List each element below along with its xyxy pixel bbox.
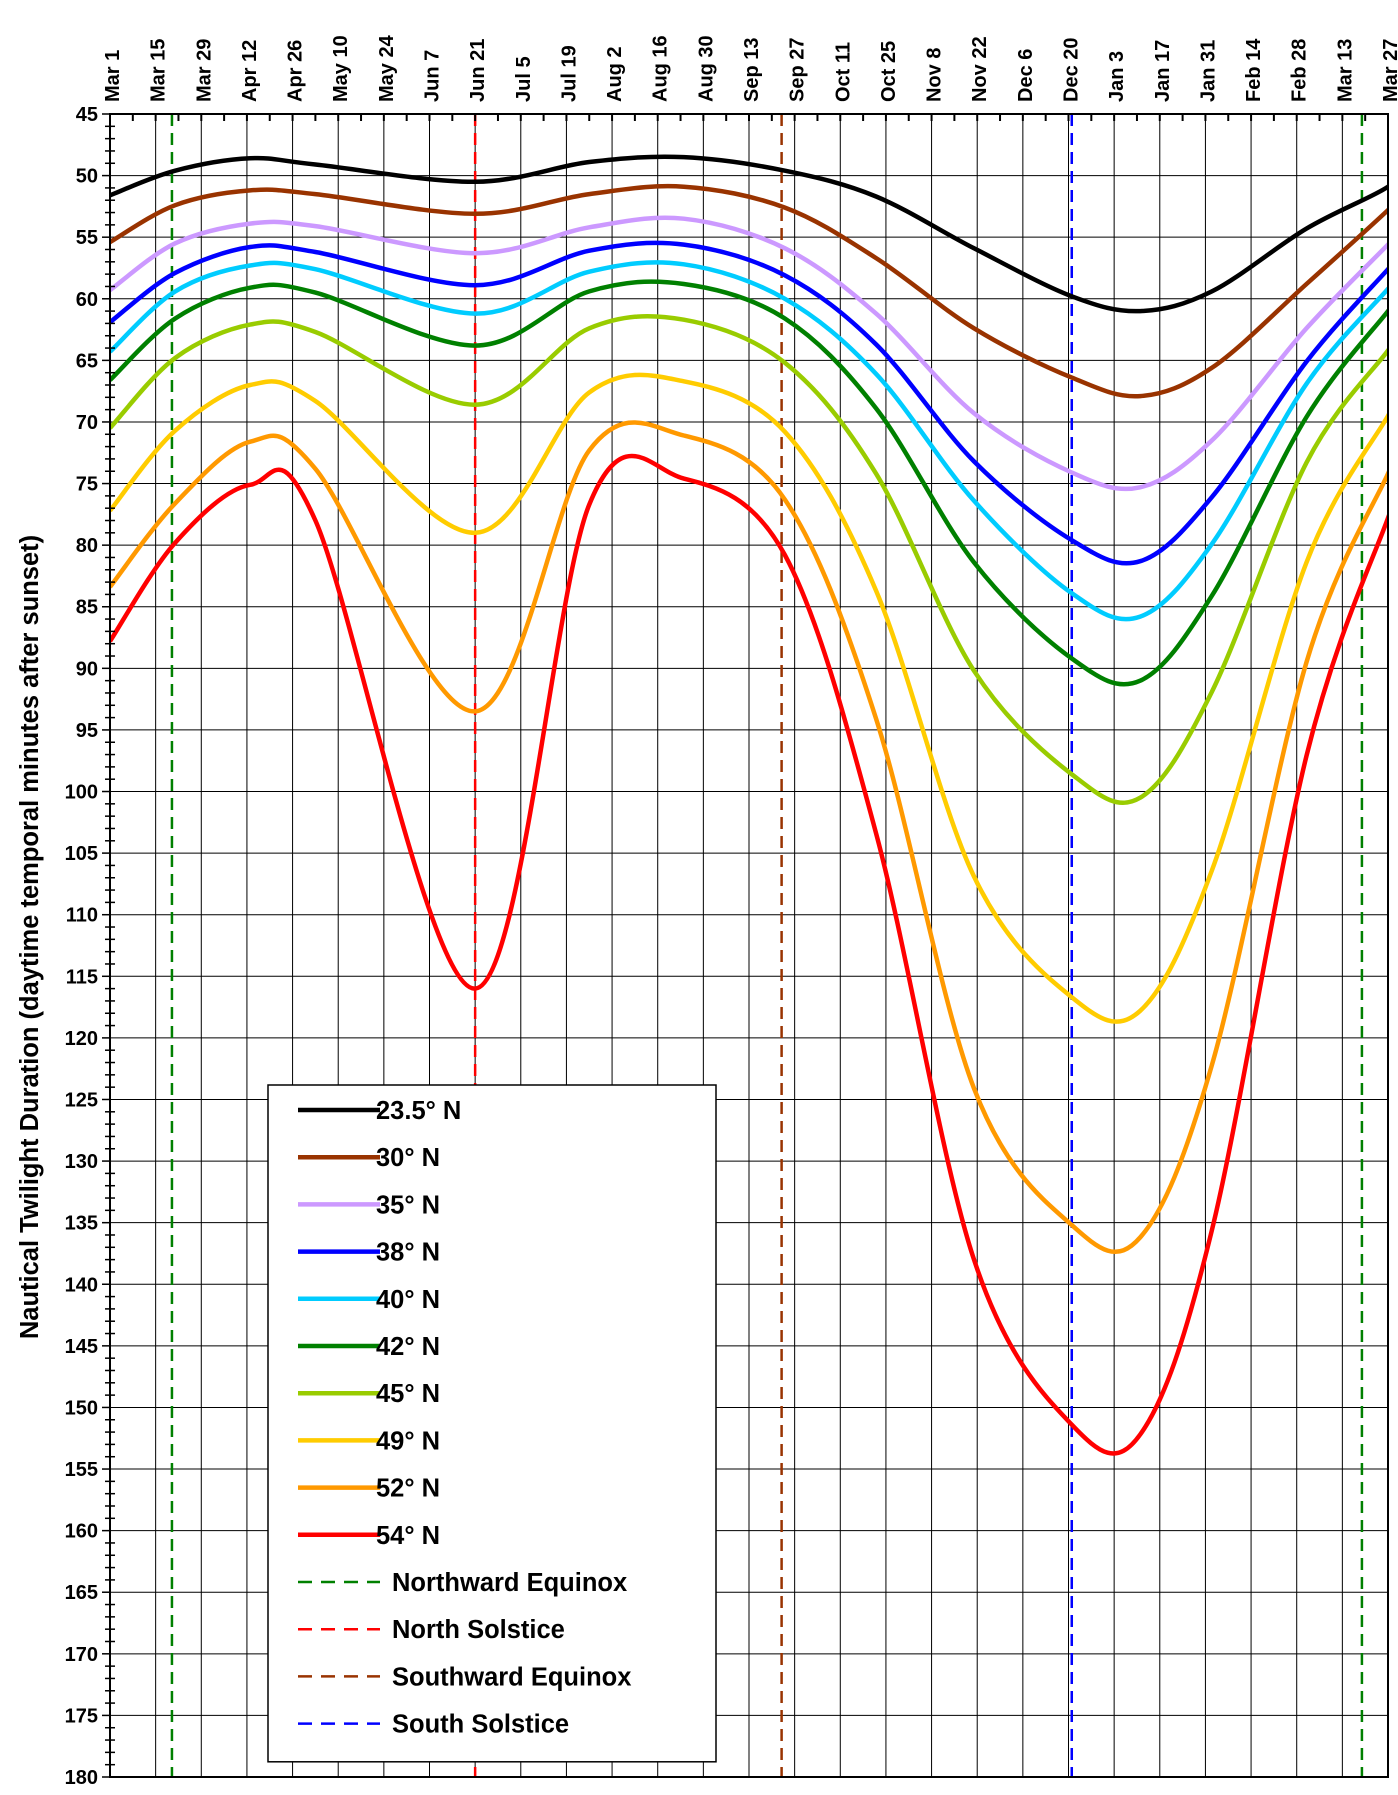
series-line bbox=[110, 183, 1388, 399]
y-tick-label: 95 bbox=[76, 720, 98, 742]
y-tick-label: 100 bbox=[65, 782, 98, 804]
x-tick-label: Mar 15 bbox=[148, 39, 170, 102]
x-tick-label: Mar 13 bbox=[1334, 39, 1356, 102]
series-line bbox=[110, 313, 1388, 805]
x-tick-label: Mar 29 bbox=[193, 39, 215, 102]
y-tick-label: 70 bbox=[76, 412, 98, 434]
x-tick-label: Feb 14 bbox=[1243, 38, 1265, 102]
y-tick-label: 45 bbox=[76, 104, 98, 126]
legend-label: 45° N bbox=[376, 1380, 440, 1408]
x-tick-label: Aug 30 bbox=[695, 35, 717, 102]
x-tick-label: Mar 27 bbox=[1380, 39, 1398, 102]
x-tick-label: May 10 bbox=[330, 35, 352, 102]
series-line bbox=[110, 260, 1388, 622]
y-tick-label: 170 bbox=[65, 1644, 98, 1666]
legend-label: 35° N bbox=[376, 1191, 440, 1219]
x-tick-label: Nov 22 bbox=[969, 36, 991, 102]
x-tick-label: Jun 7 bbox=[422, 50, 444, 102]
x-tick-label: Dec 20 bbox=[1061, 38, 1083, 103]
x-tick-label: Jan 3 bbox=[1106, 51, 1128, 102]
legend-label: 42° N bbox=[376, 1333, 440, 1361]
legend-label: 49° N bbox=[376, 1427, 440, 1455]
x-tick-label: Sep 13 bbox=[741, 38, 763, 102]
legend-label: 38° N bbox=[376, 1239, 440, 1267]
x-tick-label: Jun 21 bbox=[467, 39, 489, 102]
y-tick-label: 90 bbox=[76, 658, 98, 680]
legend-label: North Solstice bbox=[392, 1616, 565, 1644]
x-tick-label: Apr 12 bbox=[239, 40, 261, 102]
plot-border bbox=[109, 113, 1389, 1778]
x-tick-label: Oct 11 bbox=[832, 42, 854, 102]
x-tick-label: Sep 27 bbox=[787, 38, 809, 102]
reference-lines bbox=[170, 114, 1364, 1777]
x-tick-label: Nov 8 bbox=[924, 48, 946, 102]
y-axis-label: Nautical Twilight Duration (daytime temp… bbox=[16, 535, 44, 1339]
plot-frame bbox=[102, 113, 1389, 1778]
legend-label: Northward Equinox bbox=[392, 1569, 627, 1597]
y-tick-label: 115 bbox=[66, 966, 98, 988]
y-tick-label: 155 bbox=[65, 1459, 98, 1481]
x-tick-label: Jan 17 bbox=[1152, 40, 1174, 102]
series-line bbox=[110, 372, 1388, 1024]
series-lines bbox=[110, 154, 1388, 1456]
y-tick-label: 130 bbox=[65, 1151, 98, 1173]
series-line bbox=[110, 215, 1388, 492]
legend-label: 52° N bbox=[376, 1475, 440, 1503]
x-tick-label: May 24 bbox=[376, 34, 398, 102]
y-tick-label: 150 bbox=[65, 1397, 98, 1419]
legend-label: 23.5° N bbox=[376, 1097, 461, 1125]
y-tick-label: 50 bbox=[76, 166, 98, 188]
y-tick-label: 80 bbox=[76, 535, 98, 557]
legend-label: 30° N bbox=[376, 1144, 440, 1172]
x-tick-label: Jan 31 bbox=[1197, 40, 1219, 102]
y-tick-label: 60 bbox=[76, 289, 98, 311]
y-tick-labels: 45 50 55 60 65 70 75 80 85 90 95 100 105 110 115 120 125… bbox=[65, 104, 98, 1789]
series-line bbox=[110, 154, 1388, 314]
y-tick-label: 75 bbox=[76, 474, 98, 496]
x-tick-label: Aug 16 bbox=[650, 35, 672, 102]
y-tick-label: 175 bbox=[65, 1705, 98, 1727]
y-tick-label: 135 bbox=[65, 1213, 98, 1235]
series-line bbox=[110, 420, 1388, 1255]
y-tick-label: 145 bbox=[65, 1336, 98, 1358]
y-tick-label: 105 bbox=[65, 843, 98, 865]
y-tick-label: 85 bbox=[76, 597, 98, 619]
legend-label: 40° N bbox=[376, 1286, 440, 1314]
y-tick-label: 120 bbox=[65, 1028, 98, 1050]
y-tick-label: 160 bbox=[65, 1521, 98, 1543]
y-tick-label: 65 bbox=[76, 350, 98, 372]
x-tick-label: Dec 6 bbox=[1015, 49, 1037, 102]
legend: 23.5° N 30° N 35° N 38° N 40° N 42° N 45° N 49°… bbox=[267, 1084, 717, 1763]
y-tick-label: 125 bbox=[65, 1089, 98, 1111]
x-tick-label: Jul 19 bbox=[558, 45, 580, 102]
x-tick-label: Aug 2 bbox=[604, 46, 626, 102]
legend-box bbox=[267, 1084, 717, 1763]
legend-label: South Solstice bbox=[392, 1711, 569, 1739]
x-tick-label: Apr 26 bbox=[285, 40, 307, 102]
x-tick-label: Feb 28 bbox=[1289, 39, 1311, 102]
series-line bbox=[110, 279, 1388, 687]
y-tick-label: 55 bbox=[76, 227, 98, 249]
x-tick-label: Mar 1 bbox=[102, 50, 124, 102]
series-line bbox=[110, 240, 1388, 566]
legend-label: 54° N bbox=[376, 1522, 440, 1550]
y-tick-label: 140 bbox=[65, 1274, 98, 1296]
x-tick-label: Oct 25 bbox=[878, 41, 900, 102]
x-tick-label: Jul 5 bbox=[513, 56, 535, 102]
x-tick-labels: Mar 1 Mar 15 Mar 29 Apr 12 Apr 26 May 10 May 2… bbox=[102, 34, 1398, 102]
y-tick-label: 180 bbox=[65, 1767, 98, 1789]
y-tick-label: 165 bbox=[65, 1582, 98, 1604]
series-line bbox=[110, 453, 1388, 1456]
legend-label: Southward Equinox bbox=[392, 1663, 631, 1691]
y-tick-label: 110 bbox=[66, 905, 98, 927]
